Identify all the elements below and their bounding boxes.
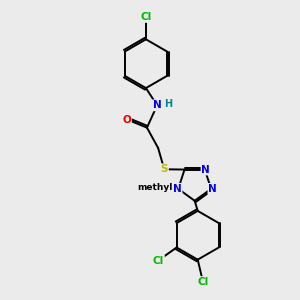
Text: N: N xyxy=(202,164,210,175)
Text: O: O xyxy=(122,115,131,124)
Text: methyl: methyl xyxy=(137,183,172,192)
Text: Cl: Cl xyxy=(197,277,208,287)
Text: H: H xyxy=(164,99,172,109)
Text: Cl: Cl xyxy=(153,256,164,266)
Text: Cl: Cl xyxy=(140,12,152,22)
Text: N: N xyxy=(208,184,217,194)
Text: N: N xyxy=(153,100,161,110)
Text: N: N xyxy=(173,184,182,194)
Text: S: S xyxy=(160,164,168,174)
